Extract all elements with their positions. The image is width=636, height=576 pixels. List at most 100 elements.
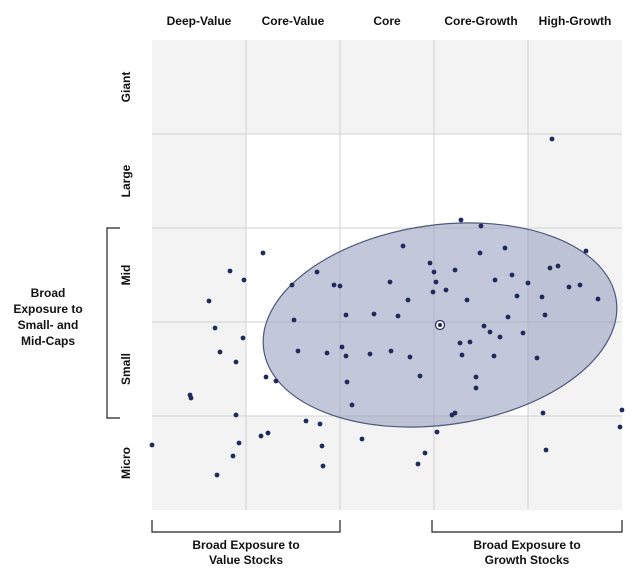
holding-point bbox=[263, 374, 269, 380]
holding-point bbox=[289, 282, 295, 288]
holding-point bbox=[540, 410, 546, 416]
holding-point bbox=[477, 250, 483, 256]
holding-point bbox=[431, 269, 437, 275]
holding-point bbox=[434, 429, 440, 435]
holding-point bbox=[549, 136, 555, 142]
bottom-right-label: Growth Stocks bbox=[485, 553, 570, 567]
holding-point bbox=[240, 335, 246, 341]
holding-point bbox=[400, 243, 406, 249]
holding-point bbox=[273, 378, 279, 384]
holding-point bbox=[343, 353, 349, 359]
holding-point bbox=[188, 395, 194, 401]
holding-point bbox=[265, 430, 271, 436]
holding-point bbox=[387, 279, 393, 285]
holding-point bbox=[371, 311, 377, 317]
holding-point bbox=[149, 442, 155, 448]
holding-point bbox=[583, 248, 589, 254]
holding-point bbox=[295, 348, 301, 354]
holding-point bbox=[457, 340, 463, 346]
holding-point bbox=[388, 348, 394, 354]
holding-point bbox=[427, 260, 433, 266]
holding-point bbox=[230, 453, 236, 459]
holding-point bbox=[433, 279, 439, 285]
holding-point bbox=[617, 424, 623, 430]
holding-point bbox=[452, 267, 458, 273]
holding-point bbox=[547, 265, 553, 271]
holding-point bbox=[487, 329, 493, 335]
holding-point bbox=[233, 412, 239, 418]
holding-point bbox=[430, 289, 436, 295]
holding-point bbox=[422, 450, 428, 456]
holding-point bbox=[343, 312, 349, 318]
holding-point bbox=[534, 355, 540, 361]
holding-point bbox=[577, 282, 583, 288]
row-label: Large bbox=[119, 164, 133, 197]
holding-point bbox=[478, 223, 484, 229]
holding-point bbox=[458, 217, 464, 223]
holding-point bbox=[337, 283, 343, 289]
holding-point bbox=[395, 313, 401, 319]
holding-point bbox=[497, 334, 503, 340]
bottom-left-label: Broad Exposure to bbox=[192, 538, 299, 552]
holding-point bbox=[206, 298, 212, 304]
holding-point bbox=[320, 463, 326, 469]
holding-point bbox=[291, 317, 297, 323]
side-label: Broad bbox=[31, 286, 66, 300]
holding-point bbox=[407, 354, 413, 360]
column-label: High-Growth bbox=[539, 14, 612, 28]
column-label: Core-Value bbox=[262, 14, 325, 28]
holding-point bbox=[344, 379, 350, 385]
holding-point bbox=[514, 293, 520, 299]
holding-point bbox=[555, 263, 561, 269]
holding-point bbox=[481, 323, 487, 329]
holding-point bbox=[359, 436, 365, 442]
holding-point bbox=[542, 312, 548, 318]
holding-point bbox=[319, 443, 325, 449]
holding-point bbox=[227, 268, 233, 274]
holding-point bbox=[566, 284, 572, 290]
holding-point bbox=[492, 277, 498, 283]
holding-point bbox=[464, 297, 470, 303]
holding-point bbox=[509, 272, 515, 278]
side-label: Exposure to bbox=[13, 302, 82, 316]
holding-point bbox=[520, 330, 526, 336]
column-label: Core-Growth bbox=[444, 14, 517, 28]
holding-point bbox=[212, 325, 218, 331]
holding-point bbox=[525, 280, 531, 286]
holding-point bbox=[467, 339, 473, 345]
holding-point bbox=[233, 359, 239, 365]
row-label: Small bbox=[119, 353, 133, 385]
bottom-right-label: Broad Exposure to bbox=[473, 538, 580, 552]
holding-point bbox=[443, 287, 449, 293]
holding-point bbox=[339, 344, 345, 350]
holding-point bbox=[405, 297, 411, 303]
holding-point bbox=[452, 410, 458, 416]
side-bracket bbox=[106, 227, 120, 419]
holding-point bbox=[595, 296, 601, 302]
holding-point bbox=[331, 282, 337, 288]
holding-point bbox=[491, 353, 497, 359]
side-label: Mid-Caps bbox=[21, 334, 75, 348]
brackets bbox=[106, 227, 623, 533]
holding-point bbox=[619, 407, 625, 413]
side-label: Small- and bbox=[18, 318, 79, 332]
holding-point bbox=[303, 418, 309, 424]
bottom-left-label: Value Stocks bbox=[209, 553, 283, 567]
holding-point bbox=[473, 374, 479, 380]
holding-point bbox=[539, 294, 545, 300]
centroid bbox=[438, 323, 442, 327]
growth-bracket bbox=[431, 520, 623, 533]
holding-point bbox=[367, 351, 373, 357]
holding-point bbox=[543, 447, 549, 453]
column-label: Core bbox=[373, 14, 401, 28]
holding-point bbox=[258, 433, 264, 439]
holding-point bbox=[241, 277, 247, 283]
row-label: Giant bbox=[119, 72, 133, 103]
holding-point bbox=[324, 350, 330, 356]
holding-point bbox=[236, 440, 242, 446]
holding-point bbox=[459, 352, 465, 358]
holding-point bbox=[317, 421, 323, 427]
holding-point bbox=[314, 269, 320, 275]
holding-point bbox=[260, 250, 266, 256]
